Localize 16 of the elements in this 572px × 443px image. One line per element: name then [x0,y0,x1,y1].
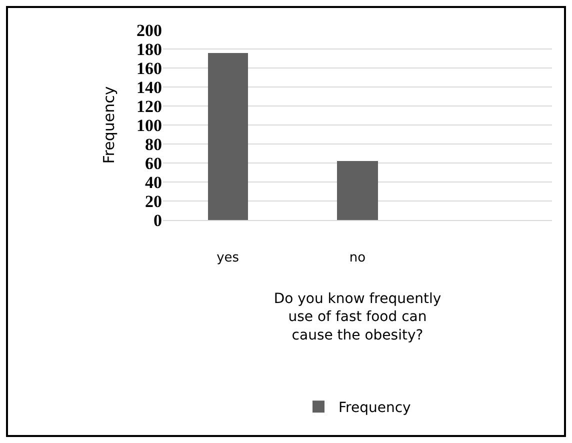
y-tick-label: 60 [145,154,162,173]
y-tick-label: 120 [136,96,162,116]
y-tick-label: 140 [136,78,162,97]
y-tick-label: 20 [145,192,162,211]
y-tick-label: 0 [154,210,162,230]
y-axis-title: Frequency [100,86,118,164]
legend-label: Frequency [338,400,411,416]
y-tick-label: 200 [136,20,162,40]
x-tick-label: yes [216,250,240,266]
y-tick-label: 100 [136,116,162,135]
x-tick-label: no [349,250,366,266]
y-tick-label: 160 [136,58,162,78]
y-tick-label: 40 [145,172,162,192]
x-axis-title: Do you know frequently use of fast food can cause the obesity? [274,290,442,344]
y-tick-label: 180 [136,40,162,59]
y-tick-label: 80 [145,134,162,154]
